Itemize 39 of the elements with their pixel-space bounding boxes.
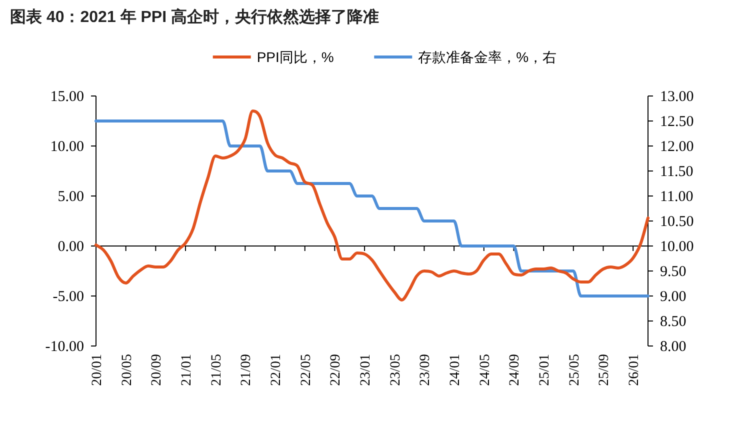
y2-tick-label: 12.00 [660,139,694,155]
y-tick-label: 5.00 [58,189,84,205]
x-tick-label: 24/01 [448,354,464,386]
x-tick-label: 21/01 [180,354,195,386]
x-tick-label: 23/05 [388,354,404,386]
x-tick-label: 24/09 [508,354,523,386]
y2-tick-label: 9.50 [660,264,686,280]
y2-tick-label: 8.50 [660,314,686,330]
y2-tick-label: 9.00 [660,289,686,305]
x-tick-label: 22/09 [328,354,344,386]
x-tick-label: 20/09 [150,354,165,386]
y2-tick-label: 10.50 [660,214,694,230]
legend-label: PPI同比，% [256,49,334,65]
y-tick-label: 0.00 [58,239,84,255]
y-tick-label: -5.00 [52,289,84,305]
y-tick-label: 10.00 [50,139,84,155]
y2-tick-label: 8.00 [660,339,686,355]
y-tick-label: -10.00 [45,339,84,355]
x-tick-label: 21/09 [239,354,254,386]
x-tick-label: 25/09 [597,354,612,386]
x-tick-label: 26/01 [627,354,642,386]
chart-title: 图表 40：2021 年 PPI 高企时，央行依然选择了降准 [10,7,379,26]
y-tick-label: 15.00 [50,89,84,105]
x-tick-label: 20/01 [90,354,105,386]
y2-tick-label: 10.00 [660,239,694,255]
x-tick-label: 21/05 [209,354,224,386]
x-tick-label: 23/01 [358,354,374,386]
x-tick-label: 22/01 [269,354,284,386]
x-tick-label: 25/05 [567,354,582,386]
x-tick-label: 20/05 [120,354,135,386]
y2-tick-label: 11.50 [660,164,694,180]
y2-tick-label: 11.00 [660,189,694,205]
x-tick-label: 24/05 [478,354,493,386]
x-tick-label: 22/05 [298,354,314,386]
x-tick-label: 23/09 [418,354,434,386]
y2-tick-label: 12.50 [660,114,694,130]
legend-label: 存款准备金率，%，右 [418,49,557,65]
y2-tick-label: 13.00 [660,89,694,105]
x-tick-label: 25/01 [538,354,553,386]
